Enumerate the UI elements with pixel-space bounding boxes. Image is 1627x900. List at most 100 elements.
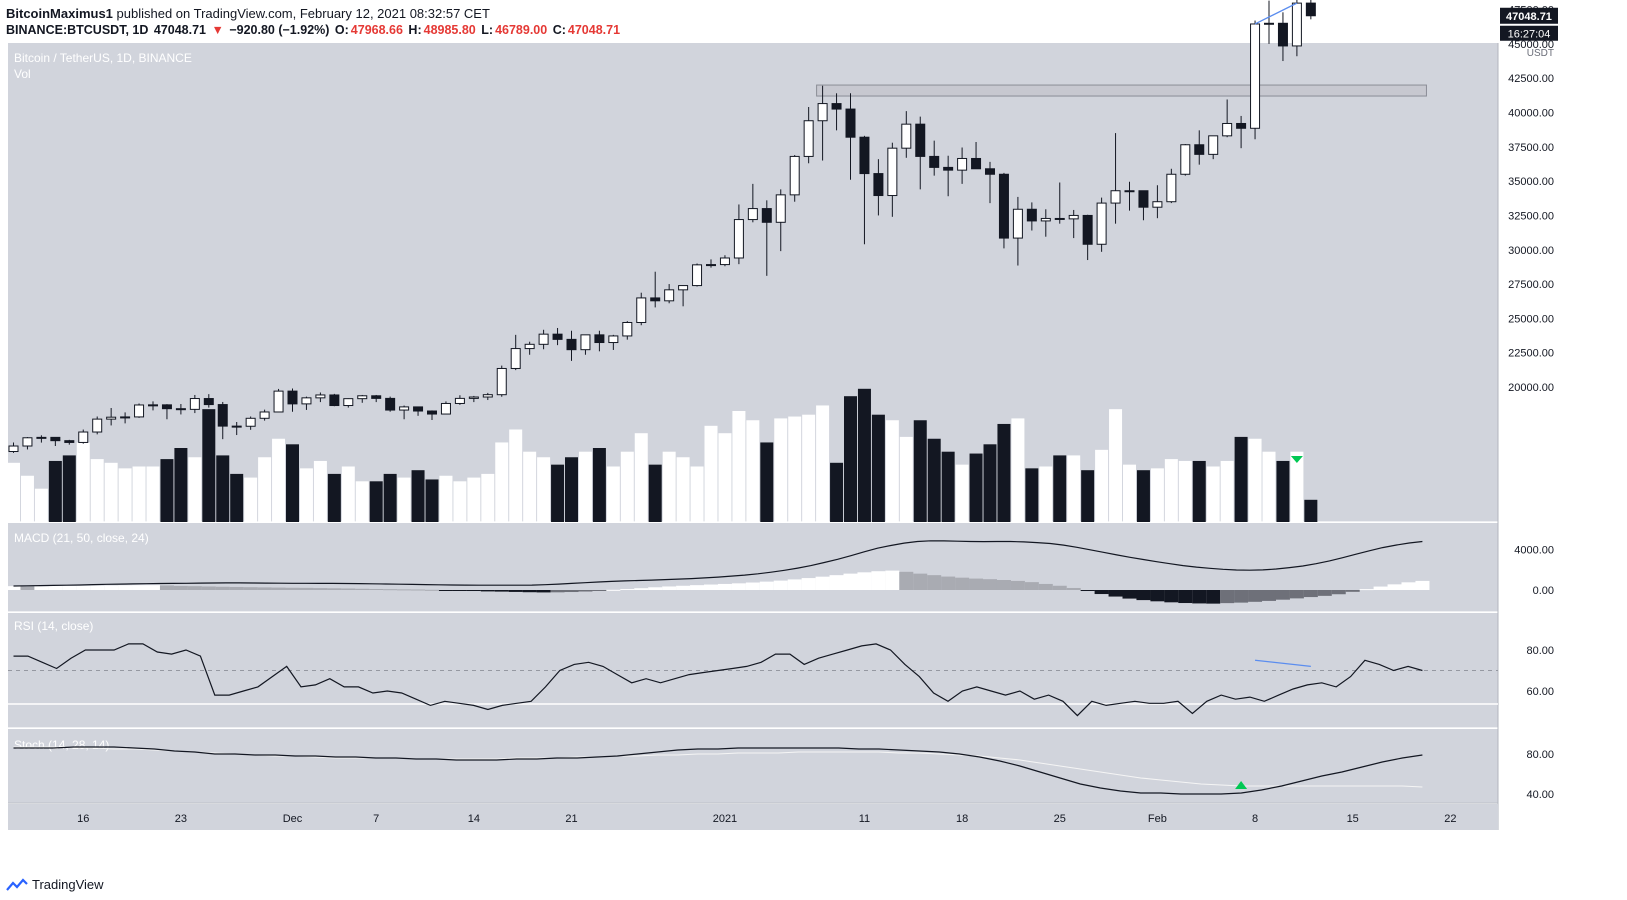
candle — [733, 219, 744, 259]
candle — [231, 425, 242, 428]
macd-histogram-bar — [355, 588, 370, 590]
price-axis-label: 25000.00 — [1508, 313, 1554, 325]
candle — [761, 208, 772, 223]
candle — [134, 404, 145, 418]
down-arrow-icon: ▼ — [211, 23, 224, 37]
macd-histogram-bar — [159, 585, 174, 590]
volume-bar — [606, 466, 620, 522]
volume-bar — [537, 457, 551, 522]
time-axis-label: 15 — [1347, 813, 1359, 825]
volume-bar — [941, 451, 955, 522]
stoch-axis-label: 40.00 — [1526, 789, 1554, 801]
candle — [1291, 2, 1302, 47]
macd-histogram-bar — [1359, 589, 1374, 591]
macd-histogram-bar — [285, 587, 300, 590]
high-value: 48985.80 — [423, 23, 476, 37]
candle — [1040, 217, 1051, 222]
candle — [1264, 22, 1274, 25]
volume-bar — [411, 470, 425, 522]
rsi-axis-label: 60.00 — [1526, 686, 1554, 698]
candle — [538, 333, 549, 345]
macd-histogram-bar — [383, 589, 398, 591]
volume-bar — [1081, 470, 1095, 522]
macd-histogram-bar — [480, 590, 495, 592]
macd-histogram-bar — [522, 590, 537, 593]
candle — [161, 404, 172, 410]
volume-bar — [816, 405, 830, 522]
macd-histogram-bar — [1122, 590, 1137, 599]
macd-histogram-bar — [676, 585, 691, 590]
volume-bar — [1262, 451, 1276, 522]
macd-histogram-bar — [620, 588, 635, 590]
symbol-label: BINANCE:BTCUSDT, 1D — [6, 23, 149, 37]
volume-bar — [565, 457, 578, 522]
volume-bar — [7, 462, 20, 522]
candle — [1138, 190, 1149, 208]
macd-histogram-bar — [397, 589, 412, 591]
volume-bar — [857, 388, 871, 522]
footer: TradingView — [6, 877, 104, 892]
macd-histogram-bar — [173, 585, 188, 590]
candle — [1068, 214, 1079, 220]
time-axis-bg — [8, 804, 1498, 830]
volume-bar — [34, 488, 48, 522]
candle — [371, 395, 382, 399]
volume-bar — [90, 459, 104, 522]
stoch-k-line — [13, 746, 1423, 795]
candle — [50, 436, 61, 442]
macd-histogram-bar — [634, 588, 649, 590]
candle — [971, 157, 982, 170]
macd-histogram-bar — [62, 585, 77, 590]
macd-histogram-bar — [801, 578, 816, 590]
time-axis-label: 8 — [1252, 813, 1258, 825]
macd-histogram-bar — [1206, 590, 1221, 604]
volume-bar — [1025, 468, 1039, 522]
open-value: 47968.66 — [350, 23, 403, 37]
last-price-label: 47048.71 — [1506, 11, 1552, 23]
macd-histogram-bar — [1094, 590, 1109, 595]
volume-bar — [118, 468, 132, 522]
stoch-label: Stoch (14, 28, 14) — [14, 738, 109, 752]
macd-histogram-bar — [941, 576, 956, 590]
time-axis-label: 16 — [77, 813, 89, 825]
macd-line — [13, 540, 1423, 587]
macd-histogram-bar — [201, 586, 216, 590]
candle — [915, 123, 926, 157]
published-text: published on TradingView.com, February 1… — [112, 6, 490, 21]
candle — [1277, 22, 1288, 47]
time-axis-label: 25 — [1054, 813, 1066, 825]
candle — [1166, 173, 1177, 203]
time-axis-label: 2021 — [713, 813, 737, 825]
volume-bar — [286, 444, 299, 522]
candle — [831, 103, 842, 110]
volume-bar — [1220, 460, 1234, 522]
candle — [287, 390, 298, 405]
countdown-label: 16:27:04 — [1508, 28, 1551, 40]
volume-bar — [1304, 499, 1318, 522]
volume-bar — [1248, 438, 1262, 522]
macd-histogram-bar — [996, 580, 1011, 590]
macd-histogram-bar — [327, 588, 342, 590]
currency-label: USDT — [1527, 48, 1554, 59]
author-name[interactable]: BitcoinMaximus1 — [6, 6, 113, 21]
macd-histogram-bar — [899, 571, 914, 590]
macd-histogram-bar — [215, 586, 230, 590]
candle — [1054, 217, 1065, 220]
volume-bar — [760, 442, 774, 522]
macd-histogram-bar — [829, 575, 844, 590]
ohlc-line: BINANCE:BTCUSDT, 1D 47048.71 ▼ −920.80 (… — [6, 23, 622, 37]
candle — [496, 367, 507, 396]
candle — [273, 390, 284, 413]
candle — [845, 108, 856, 138]
volume-bar — [383, 473, 397, 522]
volume-bar — [1150, 468, 1164, 522]
volume-bar — [439, 475, 453, 522]
candle — [1124, 190, 1135, 193]
volume-bar — [341, 466, 355, 522]
volume-bar — [983, 444, 997, 522]
footer-brand[interactable]: TradingView — [32, 877, 104, 892]
volume-bar — [927, 438, 941, 522]
price-axis-label: 22500.00 — [1508, 348, 1554, 360]
volume-bar — [299, 468, 313, 522]
